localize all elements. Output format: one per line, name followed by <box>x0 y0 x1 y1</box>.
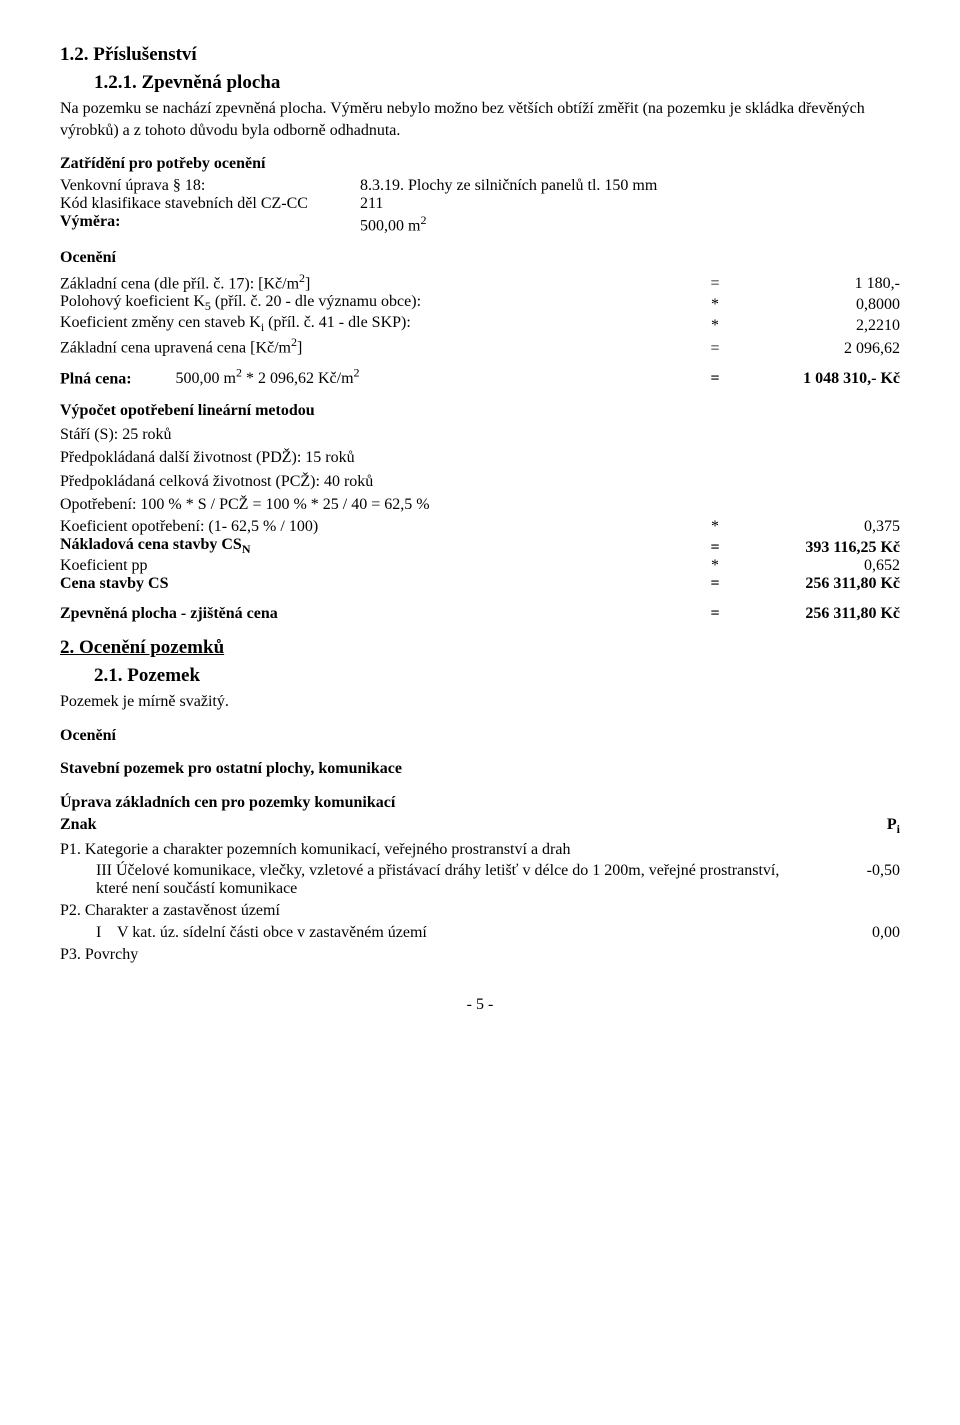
heading-zatrideni: Zatřídění pro potřeby ocenění <box>60 153 900 175</box>
val-kz: 2,2210 <box>730 317 900 335</box>
row-koef-opotrebeni: Koeficient opotřebení: (1- 62,5 % / 100)… <box>60 518 900 536</box>
op-cs: = <box>700 575 730 593</box>
row-zakl-cena-upravena: Základní cena upravená cena [Kč/m2] = 2 … <box>60 335 900 357</box>
val-pk: 0,8000 <box>730 296 900 314</box>
label-kod: Kód klasifikace stavebních děl CZ-CC <box>60 195 360 213</box>
val-kpp: 0,652 <box>730 557 900 575</box>
p1-heading: P1. Kategorie a charakter pozemních komu… <box>60 839 900 861</box>
line-opotrebeni: Opotřebení: 100 % * S / PCŽ = 100 % * 25… <box>60 494 900 516</box>
heading-oceneni-pozemku: 2. Ocenění pozemků <box>60 637 900 659</box>
row-p2: I V kat. úz. sídelní části obce v zastav… <box>60 924 900 942</box>
pozemek-desc: Pozemek je mírně svažitý. <box>60 691 900 713</box>
p3-heading: P3. Povrchy <box>60 944 900 966</box>
val-zpev-zj: 256 311,80 Kč <box>730 605 900 623</box>
label-vymera: Výměra: <box>60 213 360 235</box>
heading-stavebni-pozemek: Stavební pozemek pro ostatní plochy, kom… <box>60 758 900 780</box>
heading-oceneni-2: Ocenění <box>60 725 900 747</box>
row-venkovni-uprava: Venkovní úprava § 18: 8.3.19. Plochy ze … <box>60 177 900 195</box>
row-nakladova-cena: Nákladová cena stavby CSN = 393 116,25 K… <box>60 536 900 557</box>
p2-heading: P2. Charakter a zastavěnost území <box>60 900 900 922</box>
label-plna-cena: Plná cena: 500,00 m2 * 2 096,62 Kč/m2 <box>60 366 700 388</box>
op-zc: = <box>700 275 730 293</box>
row-zakladni-cena: Základní cena (dle příl. č. 17): [Kč/m2]… <box>60 271 900 293</box>
p1-value: -0,50 <box>810 862 900 898</box>
row-kod-klasifikace: Kód klasifikace stavebních děl CZ-CC 211 <box>60 195 900 213</box>
line-stari: Stáří (S): 25 roků <box>60 424 900 446</box>
row-koef-zmeny: Koeficient změny cen staveb Ki (příl. č.… <box>60 314 900 335</box>
label-zakladni-cena: Základní cena (dle příl. č. 17): [Kč/m2] <box>60 271 700 293</box>
line-pdz: Předpokládaná další životnost (PDŽ): 15 … <box>60 447 900 469</box>
label-venkovni-uprava: Venkovní úprava § 18: <box>60 177 360 195</box>
label-koop: Koeficient opotřebení: (1- 62,5 % / 100) <box>60 518 700 536</box>
value-vymera: 500,00 m2 <box>360 213 900 235</box>
p1-body: III Účelové komunikace, vlečky, vzletové… <box>60 862 810 898</box>
op-pk: * <box>700 296 730 314</box>
val-plna: 1 048 310,- Kč <box>730 370 900 388</box>
label-koef-zmeny: Koeficient změny cen staveb Ki (příl. č.… <box>60 314 700 335</box>
row-cena-stavby: Cena stavby CS = 256 311,80 Kč <box>60 575 900 593</box>
heading-pozemek: 2.1. Pozemek <box>94 665 900 687</box>
p2-body: I V kat. úz. sídelní části obce v zastav… <box>60 924 810 942</box>
op-kpp: * <box>700 557 730 575</box>
op-zpev-zj: = <box>700 605 730 623</box>
label-ncs: Nákladová cena stavby CSN <box>60 536 700 557</box>
label-cs: Cena stavby CS <box>60 575 700 593</box>
val-ncs: 393 116,25 Kč <box>730 539 900 557</box>
val-koop: 0,375 <box>730 518 900 536</box>
row-p1: III Účelové komunikace, vlečky, vzletové… <box>60 862 900 898</box>
label-polohovy-koef: Polohový koeficient K5 (příl. č. 20 - dl… <box>60 293 700 314</box>
label-kpp: Koeficient pp <box>60 557 700 575</box>
op-koop: * <box>700 518 730 536</box>
heading-zpevnena-plocha: 1.2.1. Zpevněná plocha <box>94 72 900 94</box>
label-zcu: Základní cena upravená cena [Kč/m2] <box>60 335 700 357</box>
value-venkovni-uprava: 8.3.19. Plochy ze silničních panelů tl. … <box>360 177 900 195</box>
val-cs: 256 311,80 Kč <box>730 575 900 593</box>
heading-uprava-cen: Úprava základních cen pro pozemky komuni… <box>60 792 900 814</box>
val-zcu: 2 096,62 <box>730 340 900 358</box>
op-kz: * <box>700 317 730 335</box>
intro-paragraph: Na pozemku se nachází zpevněná plocha. V… <box>60 98 900 141</box>
row-koef-pp: Koeficient pp * 0,652 <box>60 557 900 575</box>
heading-prislusenstvi: 1.2. Příslušenství <box>60 44 900 66</box>
row-polohovy-koef: Polohový koeficient K5 (příl. č. 20 - dl… <box>60 293 900 314</box>
label-zpev-zj: Zpevněná plocha - zjištěná cena <box>60 605 700 623</box>
label-znak: Znak <box>60 816 840 837</box>
label-pi: Pi <box>840 816 900 837</box>
val-zc: 1 180,- <box>730 275 900 293</box>
row-znak-header: Znak Pi <box>60 816 900 837</box>
op-plna: = <box>700 370 730 388</box>
op-zcu: = <box>700 340 730 358</box>
heading-vypocet-opotrebeni: Výpočet opotřebení lineární metodou <box>60 400 900 422</box>
heading-oceneni-1: Ocenění <box>60 247 900 269</box>
row-plna-cena: Plná cena: 500,00 m2 * 2 096,62 Kč/m2 = … <box>60 366 900 388</box>
page-number: - 5 - <box>60 996 900 1014</box>
p2-value: 0,00 <box>810 924 900 942</box>
row-vymera: Výměra: 500,00 m2 <box>60 213 900 235</box>
line-pcz: Předpokládaná celková životnost (PCŽ): 4… <box>60 471 900 493</box>
op-ncs: = <box>700 539 730 557</box>
row-zpevnena-zjistena: Zpevněná plocha - zjištěná cena = 256 31… <box>60 605 900 623</box>
value-kod: 211 <box>360 195 900 213</box>
